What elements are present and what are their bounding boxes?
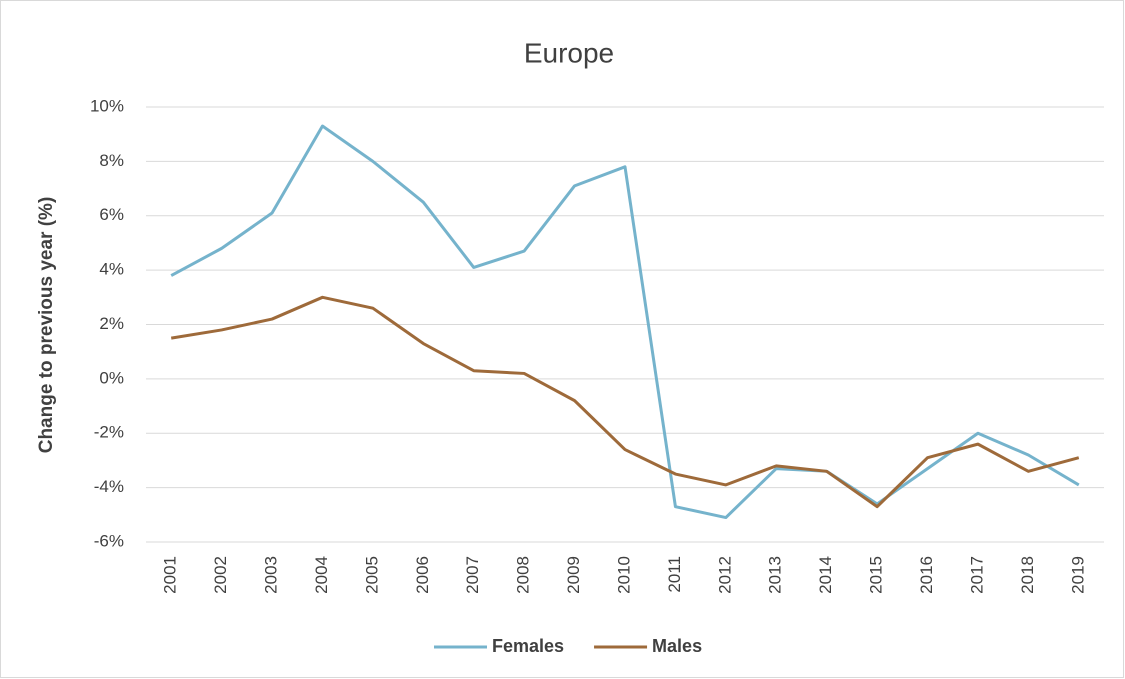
y-tick-label: 0% [99,368,124,387]
y-tick-label: 2% [99,314,124,333]
x-tick-label: 2012 [715,556,734,594]
x-tick-label: 2001 [161,556,180,594]
x-tick-label: 2019 [1068,556,1087,594]
y-axis-title: Change to previous year (%) [36,197,57,454]
x-tick-label: 2010 [614,556,633,594]
x-tick-label: 2018 [1018,556,1037,594]
y-tick-label: 8% [99,151,124,170]
x-tick-label: 2007 [463,556,482,594]
x-tick-label: 2003 [262,556,281,594]
legend-label: Males [652,636,702,656]
x-tick-label: 2004 [312,556,331,594]
chart-title: Europe [524,37,614,68]
x-tick-label: 2002 [211,556,230,594]
y-tick-label: -6% [94,531,124,550]
x-tick-label: 2015 [867,556,886,594]
y-tick-label: 6% [99,205,124,224]
x-tick-label: 2009 [564,556,583,594]
x-tick-label: 2016 [917,556,936,594]
y-tick-label: -4% [94,477,124,496]
x-tick-label: 2006 [413,556,432,594]
x-tick-label: 2005 [362,556,381,594]
y-tick-label: 4% [99,260,124,279]
x-tick-label: 2014 [816,556,835,594]
x-tick-label: 2017 [967,556,986,594]
line-series [170,295,1080,509]
x-tick-label: 2013 [766,556,785,594]
x-tick-label: 2008 [514,556,533,594]
legend-label: Females [492,636,564,656]
x-tick-label: 2011 [665,556,684,593]
y-tick-label: 10% [90,96,124,115]
line-series [170,124,1080,520]
y-tick-label: -2% [94,423,124,442]
